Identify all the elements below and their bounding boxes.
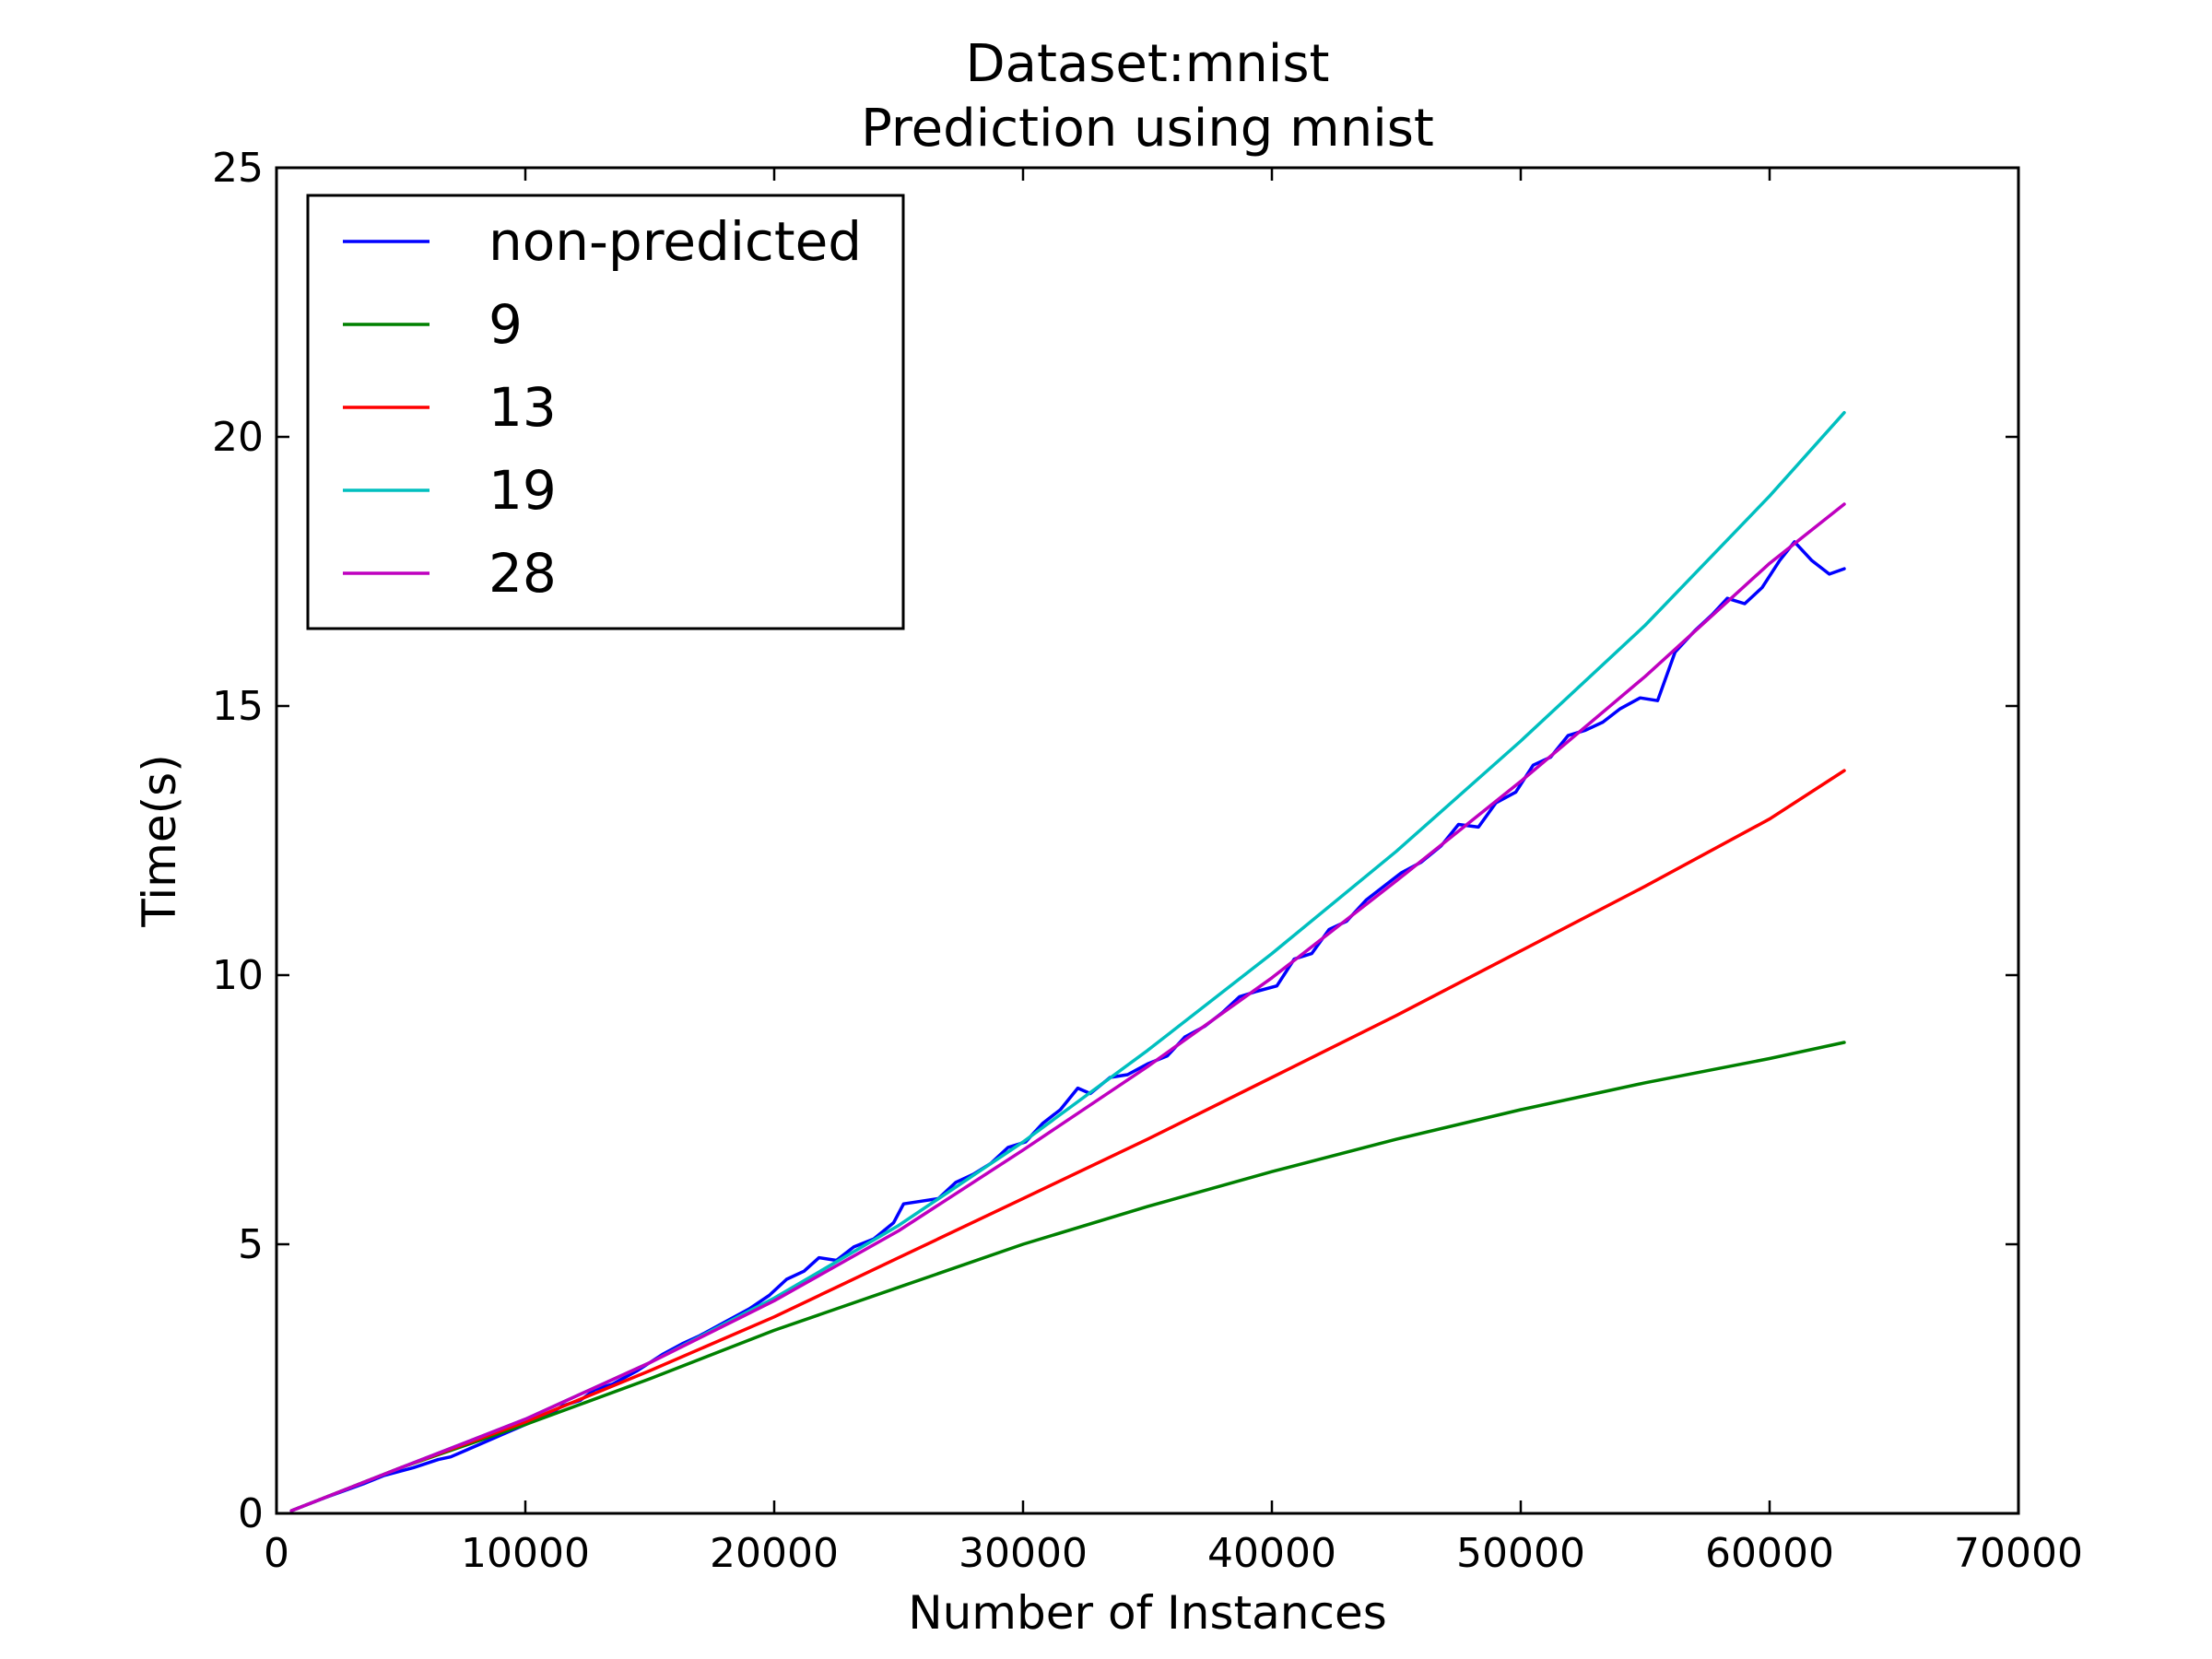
x-tick-label-4: 40000	[1207, 1530, 1336, 1577]
axis-ticks: 0 10000 20000 30000 40000 50000 60000 70000 0 5 10…	[212, 145, 2083, 1577]
legend-label-3: 19	[488, 459, 557, 522]
legend-label-2: 13	[488, 376, 557, 439]
legend: non-predicted 9 13 19 28	[306, 194, 905, 630]
y-tick-label-0: 0	[238, 1490, 264, 1537]
plot-frame	[275, 166, 2020, 1515]
series-line-1	[289, 1041, 1846, 1512]
legend-label-4: 28	[488, 542, 557, 605]
x-tick-label-2: 20000	[710, 1530, 839, 1577]
x-tick-label-1: 10000	[461, 1530, 590, 1577]
y-tick-label-2: 10	[212, 952, 264, 999]
series-line-2	[289, 769, 1846, 1512]
x-tick-label-3: 30000	[959, 1530, 1088, 1577]
series-layer	[289, 410, 1846, 1512]
series-line-4	[289, 502, 1846, 1512]
legend-label-1: 9	[488, 293, 523, 356]
legend-label-0: non-predicted	[488, 210, 862, 273]
chart-title: Dataset:mnist	[966, 34, 1330, 94]
x-tick-label-0: 0	[264, 1530, 289, 1577]
x-tick-label-7: 70000	[1954, 1530, 2083, 1577]
y-tick-label-4: 20	[212, 414, 264, 461]
y-tick-label-1: 5	[238, 1221, 264, 1268]
y-tick-label-5: 25	[212, 145, 264, 192]
y-axis-label: Time(s)	[133, 754, 186, 927]
series-line-0	[289, 540, 1846, 1512]
legend-box	[306, 194, 905, 630]
y-tick-label-3: 15	[212, 683, 264, 730]
x-axis-label: Number of Instances	[908, 1586, 1387, 1640]
chart-subtitle: Prediction using mnist	[861, 99, 1434, 159]
x-tick-label-5: 50000	[1456, 1530, 1585, 1577]
x-tick-label-6: 60000	[1705, 1530, 1834, 1577]
